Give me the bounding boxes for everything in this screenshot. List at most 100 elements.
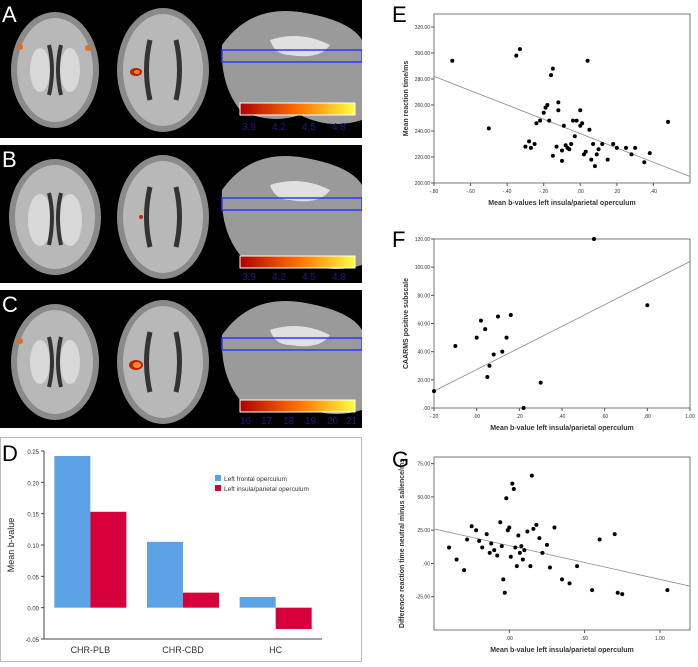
data-point — [480, 545, 485, 550]
y-tick-label: 0.10 — [27, 544, 39, 550]
scatter-chart-g: .00 .50 1.00 -25.00 .00 25.00 50.00 75.00 Mean b… — [399, 456, 691, 654]
data-point — [587, 127, 592, 132]
data-point — [474, 335, 479, 340]
y-axis-label: Mean b-value — [6, 518, 16, 573]
data-point — [477, 538, 482, 543]
brain-panel-a: 3.9 4.2 4.5 4.8 A — [0, 0, 362, 138]
scatter-chart-e: -.80 -.60 -.40 -.20 .00 .20 .40 200.00 220.00 240… — [403, 13, 691, 207]
data-point — [583, 149, 588, 154]
y-tick-label: .00 — [423, 561, 430, 567]
axial-slice-2 — [117, 8, 209, 132]
data-point — [575, 564, 580, 569]
panel-letter-d: D — [2, 441, 18, 466]
colorbar-a: 3.9 4.2 4.5 4.8 — [239, 102, 356, 133]
data-point — [541, 110, 546, 115]
sagittal-slice — [221, 155, 362, 269]
colorbar-c-tick-1: 17 — [261, 416, 273, 427]
x-axis-label: Mean b-values left insula/parietal operc… — [488, 200, 635, 207]
data-point — [484, 532, 489, 537]
axial-slice-1 — [11, 304, 99, 420]
y-tick-label: 200.00 — [415, 181, 431, 187]
scatter-chart-f: -.20.00.20.40.60.80 1.00.0020.0040.0060.0… — [403, 237, 695, 432]
data-point — [556, 108, 561, 113]
y-tick-label: -0.05 — [25, 638, 39, 644]
data-point — [532, 142, 537, 146]
data-point — [567, 581, 572, 586]
data-point — [537, 536, 542, 541]
data-point — [620, 592, 625, 597]
colorbar-c-tick-4: 20 — [327, 416, 339, 427]
panel-d: D -0.05 0.00 0.05 0.10 0.15 0.20 0.25 Mean b-va… — [0, 437, 362, 662]
data-point — [570, 118, 575, 123]
data-point — [501, 577, 506, 582]
data-point — [447, 545, 452, 550]
data-point — [569, 142, 574, 146]
data-point — [489, 541, 494, 546]
data-point — [491, 352, 496, 357]
y-tick-label: 280.00 — [415, 77, 431, 83]
data-point — [504, 335, 509, 340]
colorbar-a-tick-0: 3.9 — [242, 122, 256, 133]
brain-panel-c: 16 17 18 19 20 21 C — [0, 290, 362, 428]
data-point — [469, 524, 474, 529]
colorbar-b-tick-2: 4.5 — [302, 272, 316, 283]
data-point — [511, 486, 516, 491]
data-point — [498, 520, 503, 525]
data-point — [600, 142, 605, 146]
data-point — [517, 47, 522, 52]
bar-hc-0 — [239, 597, 276, 608]
data-point — [540, 550, 545, 555]
y-tick-label: 300.00 — [415, 51, 431, 57]
data-point — [514, 564, 519, 569]
data-point — [528, 145, 533, 150]
plot-area — [433, 456, 691, 631]
colorbar-c: 16 17 18 19 20 21 — [239, 399, 358, 427]
bar-chr-cbd-0 — [147, 541, 183, 608]
x-tick-label: -.60 — [466, 189, 475, 195]
data-point — [492, 548, 497, 553]
data-point — [594, 152, 599, 157]
colorbar-b-tick-0: 3.9 — [242, 272, 256, 283]
data-point — [516, 533, 521, 538]
data-point — [432, 389, 436, 394]
panel-e: E -.80 -.60 -.40 -.20 .00 .20 .40 200.00 220.00 2… — [378, 0, 698, 215]
data-point — [633, 145, 638, 150]
sagittal-slice — [221, 10, 362, 125]
data-point — [454, 557, 459, 562]
data-point — [538, 118, 543, 123]
colorbar-b-tick-1: 4.2 — [272, 272, 286, 283]
x-axis-label: Mean b-value left insula/parietal opercu… — [490, 425, 634, 432]
colorbar-a-tick-1: 4.2 — [272, 122, 286, 133]
colorbar-c-tick-3: 19 — [305, 416, 317, 427]
data-point — [552, 525, 557, 530]
data-point — [504, 496, 509, 501]
colorbar-b: 3.9 4.2 4.5 4.8 — [239, 255, 356, 283]
data-point — [453, 344, 458, 349]
panel-g: G .00 .50 1.00 -25.00 .00 25.00 50.00 75.00 Mean… — [378, 445, 698, 662]
data-point — [510, 481, 515, 486]
data-point — [538, 380, 543, 385]
panel-letter-b: B — [2, 147, 17, 172]
data-point — [527, 139, 532, 144]
data-point — [474, 528, 479, 533]
data-point — [547, 565, 552, 570]
data-point — [560, 158, 564, 163]
x-tick-label: .00 — [577, 189, 584, 195]
data-point — [585, 58, 590, 63]
data-point — [521, 406, 526, 410]
y-tick-label: 0.15 — [27, 513, 39, 519]
data-point — [596, 147, 601, 152]
y-tick-label: 75.00 — [417, 462, 430, 468]
data-point — [624, 145, 628, 150]
brain-images-b: 3.9 4.2 4.5 4.8 — [0, 145, 362, 283]
x-tick-label: HC — [269, 645, 282, 655]
data-point — [592, 164, 597, 169]
x-tick-label: -.80 — [430, 189, 439, 195]
data-point — [591, 142, 596, 146]
panel-letter-g: G — [392, 447, 410, 472]
data-point — [550, 153, 555, 158]
data-point — [590, 588, 595, 593]
x-tick-label: 1.00 — [685, 414, 695, 420]
data-point — [496, 314, 500, 319]
data-point — [578, 108, 583, 113]
